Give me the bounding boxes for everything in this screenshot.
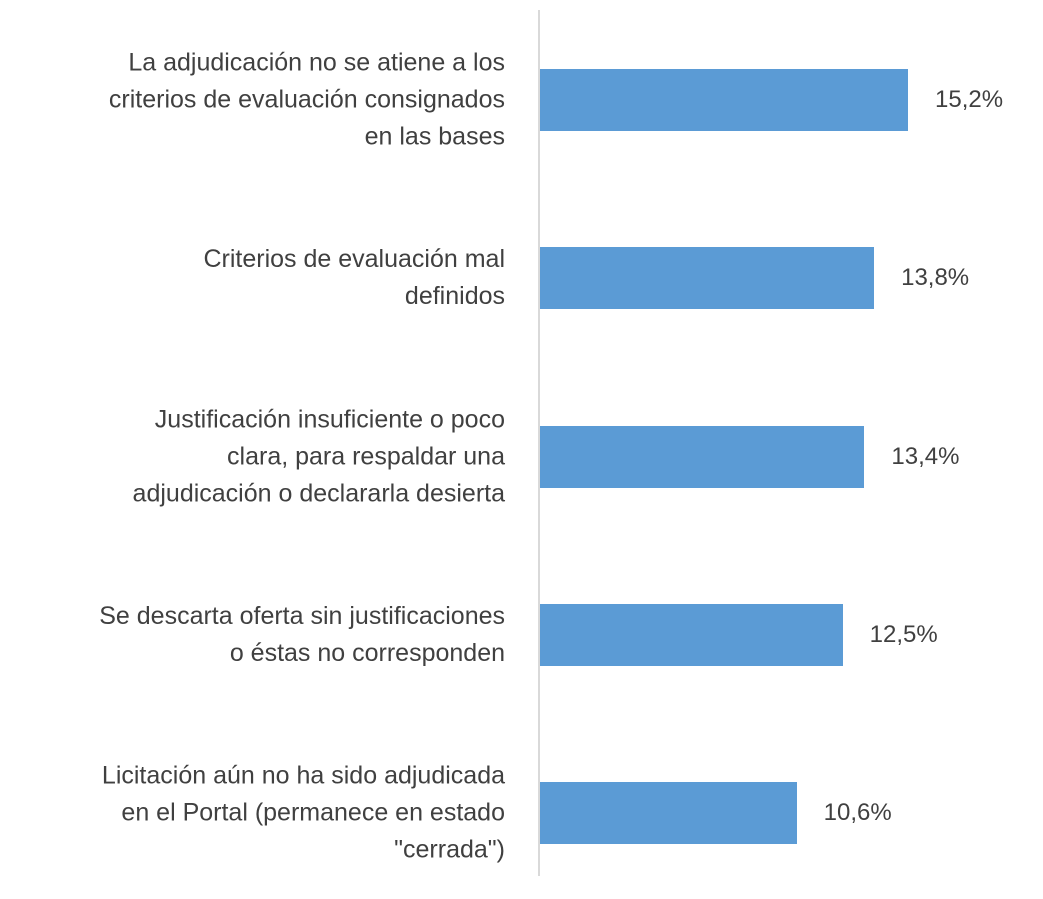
- category-label: Criterios de evaluación mal definidos: [203, 245, 505, 311]
- bar: [540, 603, 843, 666]
- value-label: 12,5%: [869, 620, 938, 648]
- axis-line: [538, 10, 540, 876]
- category-label: La adjudicación no se atiene a los crite…: [108, 48, 505, 151]
- bar: [540, 782, 797, 844]
- category-label: Se descarta oferta sin justificaciones o…: [99, 601, 505, 667]
- value-label: 15,2%: [935, 86, 1004, 113]
- bar: [540, 247, 875, 310]
- value-label: 13,8%: [901, 264, 970, 292]
- bar: [540, 425, 865, 488]
- category-label: Justificación insuficiente o poco clara,…: [132, 405, 505, 507]
- bar: [540, 69, 908, 131]
- value-label: 13,4%: [891, 442, 960, 470]
- category-label: Licitación aún no ha sido adjudicada en …: [101, 761, 505, 864]
- value-label: 10,6%: [823, 799, 892, 826]
